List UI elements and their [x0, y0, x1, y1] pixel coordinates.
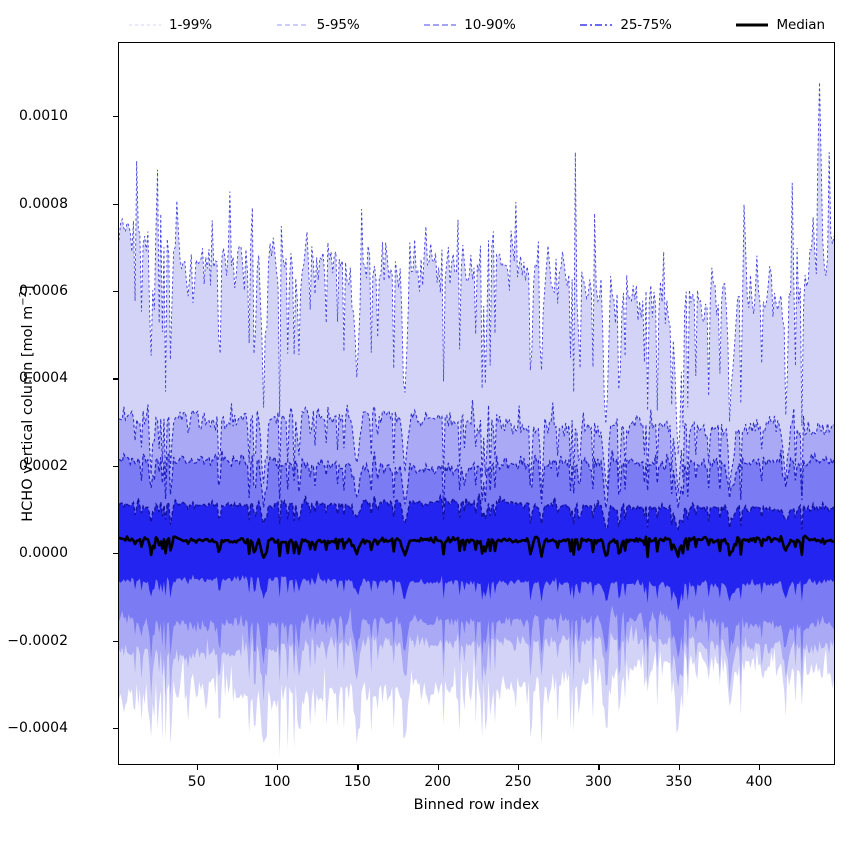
legend-label-10-90: 10-90%	[464, 17, 516, 33]
band-fill-1-99%	[119, 82, 834, 758]
chart-legend: 1-99% 5-95% 10-90% 25-75% Median	[118, 12, 835, 38]
band-upper-line-5-95%	[119, 399, 834, 494]
y-axis-title-exponent: −2	[18, 290, 29, 306]
x-tick-mark	[678, 765, 680, 770]
y-axis-title-tail: ]	[19, 285, 36, 291]
legend-swatch-1-99	[128, 19, 162, 31]
legend-label-median: Median	[776, 17, 825, 33]
legend-label-1-99: 1-99%	[169, 17, 212, 33]
legend-entry-10-90: 10-90%	[423, 17, 516, 33]
x-tick-label: 200	[424, 774, 452, 790]
y-tick-label: 0.0000	[19, 545, 68, 562]
x-tick-label: 100	[263, 774, 291, 790]
y-tick-mark	[113, 291, 118, 293]
legend-entry-25-75: 25-75%	[579, 17, 672, 33]
legend-entry-5-95: 5-95%	[276, 17, 360, 33]
y-tick-mark	[113, 553, 118, 555]
y-tick-label: −0.0004	[7, 720, 68, 737]
y-tick-label: 0.0010	[19, 108, 68, 125]
y-tick-mark	[113, 116, 118, 118]
x-tick-label: 250	[504, 774, 532, 790]
x-axis-title: Binned row index	[413, 797, 540, 813]
x-tick-mark	[518, 765, 520, 770]
x-tick-mark	[598, 765, 600, 770]
plot-area	[118, 42, 835, 765]
legend-label-5-95: 5-95%	[316, 17, 360, 33]
median-line	[119, 534, 834, 559]
legend-entry-1-99: 1-99%	[128, 17, 212, 33]
y-tick-label: 0.0004	[19, 370, 68, 387]
x-tick-mark	[759, 765, 761, 770]
y-tick-mark	[113, 640, 118, 642]
percentile-bands-svg	[119, 82, 834, 758]
y-tick-label: 0.0006	[19, 283, 68, 300]
y-axis-title: HCHO vertical column [mol m−2]	[12, 42, 36, 765]
legend-swatch-25-75	[579, 19, 613, 31]
y-tick-label: 0.0002	[19, 457, 68, 474]
band-upper-line-10-90%	[119, 449, 834, 509]
x-tick-mark	[437, 765, 439, 770]
x-tick-label: 400	[745, 774, 773, 790]
x-tick-mark	[277, 765, 279, 770]
y-tick-mark	[113, 465, 118, 468]
y-tick-mark	[113, 203, 118, 205]
legend-swatch-5-95	[276, 19, 310, 31]
legend-swatch-10-90	[423, 19, 457, 31]
y-tick-label: −0.0002	[7, 632, 68, 649]
x-tick-label: 300	[585, 774, 612, 790]
band-upper-line-1-99%	[119, 82, 834, 455]
band-upper-line-25-75%	[119, 493, 834, 532]
legend-label-25-75: 25-75%	[620, 17, 672, 33]
legend-entry-median: Median	[735, 17, 825, 33]
x-tick-mark	[357, 765, 359, 770]
x-tick-label: 150	[344, 774, 371, 790]
y-tick-mark	[113, 728, 118, 730]
y-tick-mark	[113, 378, 118, 380]
x-tick-mark	[196, 765, 198, 770]
y-axis-title-text: HCHO vertical column [mol m	[19, 305, 36, 522]
band-fill-25-75%	[119, 493, 834, 611]
y-tick-label: 0.0008	[19, 195, 68, 212]
x-tick-label: 350	[665, 774, 693, 790]
legend-swatch-median	[735, 19, 769, 31]
x-tick-label: 50	[187, 774, 206, 790]
